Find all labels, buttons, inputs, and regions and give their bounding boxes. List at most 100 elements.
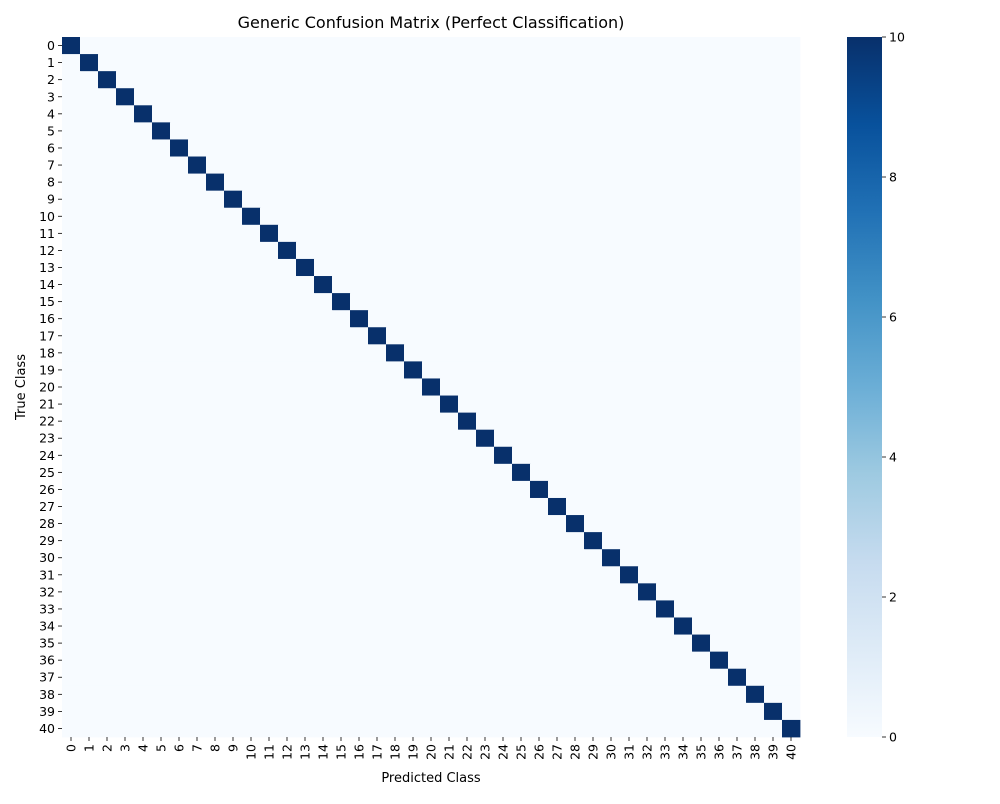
heatmap-cell — [314, 497, 333, 516]
heatmap-cell — [656, 583, 675, 601]
heatmap-cell — [584, 395, 603, 414]
heatmap-cell — [188, 156, 207, 174]
heatmap-cell — [134, 361, 153, 379]
heatmap-cell — [224, 412, 243, 431]
heatmap-cell — [296, 395, 315, 414]
heatmap-cell — [638, 105, 657, 123]
heatmap-cell — [116, 293, 135, 311]
heatmap-cell — [656, 88, 675, 106]
heatmap-cell — [638, 497, 657, 516]
heatmap-cell — [188, 207, 207, 226]
heatmap-cell — [350, 549, 369, 567]
heatmap-cell — [152, 480, 171, 499]
heatmap-cell — [116, 412, 135, 431]
heatmap-cell — [332, 378, 351, 396]
heatmap-cell — [404, 480, 423, 499]
heatmap-cell — [458, 685, 477, 704]
heatmap-cell — [260, 566, 279, 584]
heatmap-cell — [782, 395, 801, 414]
heatmap-cell — [80, 241, 99, 260]
heatmap-cell — [98, 139, 117, 157]
heatmap-cell — [476, 224, 495, 243]
heatmap-cell — [638, 566, 657, 584]
heatmap-cell — [350, 258, 369, 277]
heatmap-cell — [368, 105, 387, 123]
heatmap-cell — [728, 378, 747, 396]
heatmap-cell — [152, 685, 171, 704]
heatmap-cell — [332, 207, 351, 226]
heatmap-cell — [584, 224, 603, 243]
heatmap-cell — [170, 378, 189, 396]
heatmap-cell — [116, 310, 135, 328]
heatmap-cell — [314, 71, 333, 89]
heatmap-cell — [62, 327, 81, 345]
heatmap-cell — [656, 446, 675, 465]
heatmap-cell — [80, 156, 99, 174]
heatmap-cell — [764, 344, 783, 362]
heatmap-cell — [80, 207, 99, 226]
heatmap-cell — [764, 497, 783, 516]
heatmap-cell — [98, 412, 117, 431]
heatmap-cell — [242, 378, 261, 396]
heatmap-cell — [80, 412, 99, 431]
heatmap-cell — [620, 702, 639, 721]
heatmap-cell — [566, 463, 585, 482]
heatmap-cell — [134, 583, 153, 601]
heatmap-cell — [494, 532, 513, 550]
heatmap-cell — [674, 583, 693, 601]
heatmap-cell — [710, 549, 729, 567]
heatmap-cell — [710, 497, 729, 516]
heatmap-cell — [206, 480, 225, 499]
heatmap-cell — [404, 190, 423, 209]
heatmap-cell — [188, 395, 207, 414]
heatmap-cell — [512, 37, 531, 55]
heatmap-cell — [98, 497, 117, 516]
heatmap-cell — [764, 634, 783, 653]
heatmap-cell — [350, 412, 369, 431]
heatmap-cell — [134, 37, 153, 55]
heatmap-cell — [782, 515, 801, 533]
heatmap-cell — [188, 71, 207, 89]
heatmap-cell — [62, 497, 81, 516]
heatmap-cell — [242, 344, 261, 362]
heatmap-cell — [566, 583, 585, 601]
heatmap-cell — [116, 241, 135, 260]
heatmap-cell — [728, 497, 747, 516]
heatmap-cell — [80, 497, 99, 516]
heatmap-cell — [278, 719, 297, 738]
heatmap-cell — [548, 293, 567, 311]
heatmap-cell — [332, 241, 351, 260]
heatmap-cell — [296, 361, 315, 379]
heatmap-cell — [710, 668, 729, 687]
heatmap-cell — [116, 71, 135, 89]
heatmap-cell — [404, 685, 423, 704]
heatmap-cell — [62, 583, 81, 601]
heatmap-cell — [656, 105, 675, 123]
heatmap-cell — [260, 71, 279, 89]
x-tick-label: 12 — [280, 744, 295, 760]
heatmap-cell — [620, 378, 639, 396]
heatmap-cell — [494, 668, 513, 687]
heatmap-cell — [404, 139, 423, 157]
heatmap-cell — [782, 37, 801, 55]
heatmap-cell — [512, 651, 531, 670]
heatmap-cell — [224, 429, 243, 448]
heatmap-cell — [80, 600, 99, 618]
heatmap-cell — [134, 532, 153, 550]
heatmap-cell — [98, 156, 117, 174]
heatmap-cell — [260, 293, 279, 311]
heatmap-cell — [494, 583, 513, 601]
heatmap-cell — [710, 600, 729, 618]
heatmap-cell — [602, 685, 621, 704]
heatmap-cell — [746, 71, 765, 89]
heatmap-cell — [80, 276, 99, 294]
heatmap-cell — [224, 105, 243, 123]
heatmap-cell — [224, 327, 243, 345]
heatmap-cell — [566, 207, 585, 226]
heatmap-cell — [692, 480, 711, 499]
heatmap-cell — [710, 446, 729, 465]
heatmap-cell — [620, 361, 639, 379]
heatmap-cell — [728, 651, 747, 670]
heatmap-cell — [512, 156, 531, 174]
heatmap-cell — [278, 71, 297, 89]
